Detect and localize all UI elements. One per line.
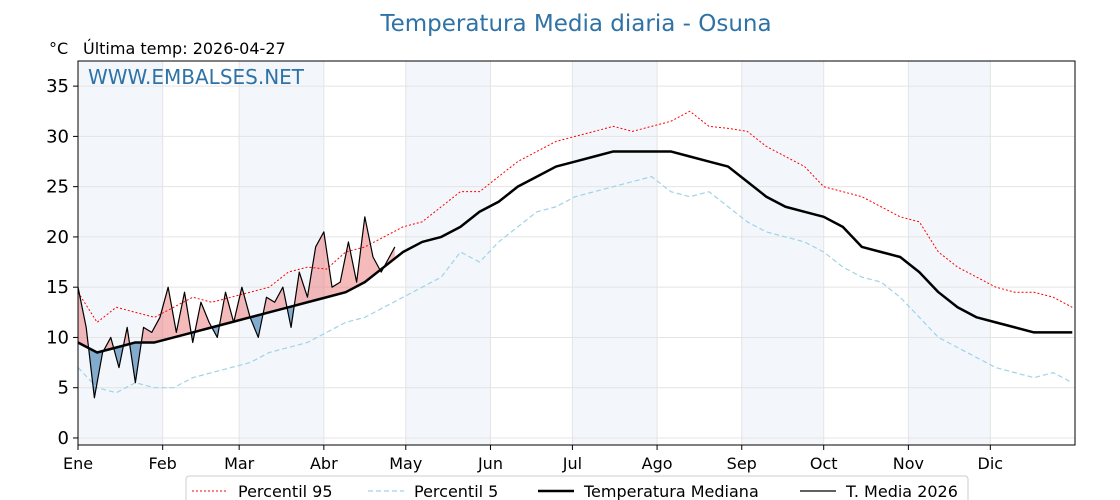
x-tick-label: Oct bbox=[810, 454, 838, 473]
series-line-temperatura-mediana bbox=[77, 150, 1073, 354]
y-tick-label: 15 bbox=[46, 277, 69, 298]
legend-label: Percentil 95 bbox=[238, 482, 333, 500]
x-tick-label: Feb bbox=[149, 454, 177, 473]
y-tick-label: 25 bbox=[46, 177, 69, 198]
legend-label: Temperatura Mediana bbox=[583, 482, 759, 500]
legend: Percentil 95 Percentil 5 Temperatura Media… bbox=[185, 475, 969, 500]
grid-lines bbox=[77, 61, 1075, 445]
y-tick-label: 35 bbox=[46, 76, 69, 97]
cold-anomaly-fill bbox=[88, 348, 104, 398]
last-temp-label: Última temp: 2026-04-27 bbox=[83, 39, 286, 58]
month-band bbox=[741, 61, 824, 445]
legend-label: T. Media 2026 bbox=[845, 482, 958, 500]
warm-anomaly-fill bbox=[234, 287, 251, 322]
y-axis-ticks: 0 5 10 15 20 25 30 35 bbox=[46, 76, 78, 449]
cold-anomaly-fill bbox=[287, 304, 295, 328]
watermark: WWW.EMBALSES.NET bbox=[88, 65, 305, 89]
warm-anomaly-fill bbox=[123, 327, 130, 346]
legend-box bbox=[185, 475, 969, 500]
series-lines bbox=[77, 110, 1073, 399]
y-tick-label: 5 bbox=[58, 378, 69, 399]
y-tick-label: 0 bbox=[58, 428, 69, 449]
series-line-percentil-95 bbox=[77, 110, 1073, 323]
month-band bbox=[572, 61, 658, 445]
chart-title: Temperatura Media diaria - Osuna bbox=[379, 11, 771, 37]
x-tick-label: Ene bbox=[63, 454, 93, 473]
x-tick-label: Abr bbox=[310, 454, 338, 473]
x-tick-label: May bbox=[389, 454, 422, 473]
month-band bbox=[239, 61, 324, 445]
unit-label: °C bbox=[49, 39, 68, 58]
month-band bbox=[405, 61, 491, 445]
cold-anomaly-fill bbox=[129, 341, 142, 383]
x-tick-label: Dic bbox=[978, 454, 1004, 473]
x-tick-label: Nov bbox=[893, 454, 924, 473]
x-tick-label: Jul bbox=[562, 454, 582, 473]
warm-anomaly-fill bbox=[220, 292, 234, 326]
plot-frame bbox=[77, 60, 1076, 446]
cold-anomaly-fill bbox=[114, 344, 124, 368]
y-tick-label: 20 bbox=[46, 227, 69, 248]
series-line-percentil-5 bbox=[77, 176, 1073, 394]
month-band bbox=[908, 61, 991, 445]
series-line-t-media-2026 bbox=[77, 216, 396, 399]
x-tick-label: Ago bbox=[642, 454, 673, 473]
x-tick-label: Mar bbox=[224, 454, 255, 473]
month-bands bbox=[78, 61, 991, 445]
x-tick-label: Sep bbox=[727, 454, 757, 473]
y-tick-label: 30 bbox=[46, 126, 69, 147]
legend-label: Percentil 5 bbox=[414, 482, 498, 500]
warm-anomaly-fill bbox=[294, 216, 381, 306]
x-tick-label: Jun bbox=[477, 454, 503, 473]
y-tick-label: 10 bbox=[46, 327, 69, 348]
x-axis-ticks: Ene Feb Mar Abr May Jun Jul Ago Sep Oct Nov Dic bbox=[63, 445, 1003, 473]
